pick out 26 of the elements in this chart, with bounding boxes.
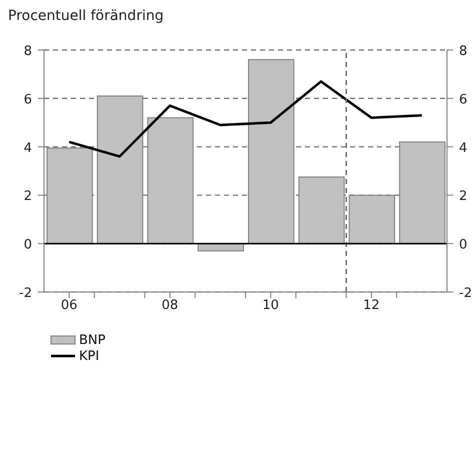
legend-label: BNP	[79, 332, 106, 348]
legend-label: KPI	[79, 348, 100, 364]
chart-title: Procentuell förändring	[7, 7, 165, 26]
x-tick-label: 08	[162, 298, 178, 314]
y-tick-label: 4	[24, 140, 32, 156]
line-series	[68, 80, 424, 158]
y-tick-label: 8	[24, 44, 32, 59]
bar	[46, 148, 93, 244]
bar	[248, 59, 294, 244]
y2-tick-label: -2	[459, 286, 472, 301]
y-tick-label: 2	[24, 189, 32, 204]
x-tick-label: 06	[60, 298, 78, 314]
y-tick-label: -2	[19, 286, 32, 301]
bar	[298, 176, 345, 244]
y2-tick-label: 4	[459, 140, 468, 156]
bar	[96, 95, 144, 244]
x-tick-label: 12	[363, 298, 380, 314]
y2-tick-label: 2	[459, 189, 468, 204]
y-tick-label: 6	[24, 92, 32, 108]
y2-tick-label: 6	[459, 92, 468, 108]
y2-tick-label: 0	[459, 238, 468, 253]
y-tick-label: 0	[24, 238, 32, 253]
bar	[348, 194, 396, 244]
x-tick-label: 10	[262, 298, 279, 314]
bar	[147, 117, 194, 244]
y2-tick-label: 8	[459, 44, 468, 59]
